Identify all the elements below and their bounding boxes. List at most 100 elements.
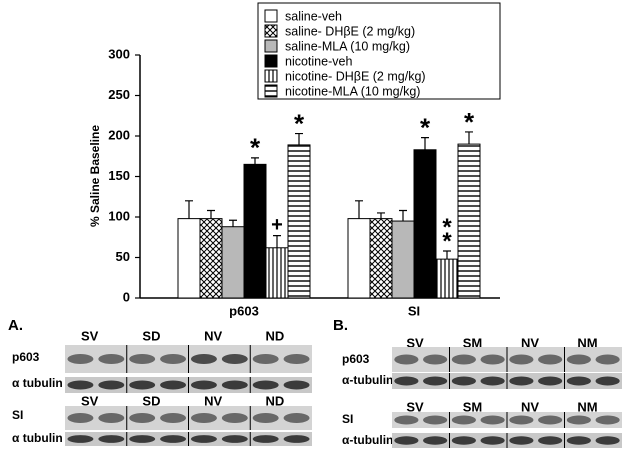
error-bar [421,137,429,150]
error-bar [207,209,215,219]
error-bar [355,200,363,219]
lane-label: NV [204,328,222,343]
lane-label: NV [521,335,539,350]
error-bar [251,157,259,165]
error-bar [273,235,281,248]
blot-band [509,415,534,425]
lane-label: SD [142,328,160,343]
blot-band [451,436,476,445]
significance-mark: * * [442,214,452,255]
blot-band [190,435,217,443]
bar [457,143,481,299]
legend-swatch [264,69,278,83]
blot-band [129,354,156,364]
blot-band [595,415,620,425]
legend-label: nicotine-MLA (10 mg/kg) [285,84,420,98]
legend-swatch [264,9,278,23]
y-tick-label: 200 [108,127,130,142]
blot-band [480,354,505,365]
lane-label: SM [463,335,483,350]
blot-band [221,354,248,364]
y-tick-label: 50 [116,249,130,264]
blot-band [98,380,125,390]
blot-band [283,380,310,390]
bar [177,218,201,299]
blot-band [480,376,505,386]
blot-band [566,354,591,365]
lane-label: NV [521,399,539,414]
blot-band [394,354,419,365]
blot-band [98,354,125,364]
lane-label: SV [406,335,424,350]
blot-band [221,413,248,423]
significance-mark: * [294,108,305,138]
blot-band [423,354,448,365]
bar [199,218,223,299]
y-tick-label: 150 [108,168,130,183]
lane-label: SD [142,393,160,408]
blot-band [423,436,448,445]
panel-label: B. [333,317,348,334]
error-bar [443,250,451,260]
blot-band [283,413,310,423]
blot-band [566,415,591,425]
blot-band [160,413,187,423]
blot-band [252,413,279,423]
error-bar [229,219,237,227]
significance-mark: * [420,112,431,142]
significance-mark: * [464,107,475,137]
significance-mark: + [271,214,283,236]
blot-band [451,415,476,425]
blot-band [595,436,620,445]
blot-band [190,380,217,390]
blot-band [160,354,187,364]
band-label: SI [12,408,23,422]
x-tick-label: SI [408,303,420,318]
blot-band [538,436,563,445]
lane-label: SM [463,399,483,414]
blot-band [394,415,419,425]
bar [265,247,289,299]
lane-label: NM [577,399,597,414]
error-bar [295,132,303,145]
lane-label: NM [577,335,597,350]
blot-band [394,376,419,386]
lane-label: SV [81,328,99,343]
blot-band [67,435,94,443]
blot-band [252,354,279,364]
band-label: SI [342,412,353,426]
lane-label: ND [266,393,285,408]
blot-band [283,354,310,364]
legend-swatch [264,84,278,98]
blot-band [190,354,217,364]
blot-band [221,435,248,443]
y-tick-label: 250 [108,87,130,102]
blot-band [129,413,156,423]
lane-label: SV [81,393,99,408]
blot-band [190,413,217,423]
blot-band [252,380,279,390]
blot-band [98,413,125,423]
legend-label: saline- DHβE (2 mg/kg) [285,24,415,38]
blot-band [67,354,94,364]
band-label: α-tubulin [342,433,393,447]
blot-band [423,376,448,386]
blot-band [538,354,563,365]
panel-label: A. [8,317,23,334]
blot-band [67,380,94,390]
legend-box [257,2,501,100]
blot-band [129,435,156,443]
blot-band [480,415,505,425]
blot-band [451,376,476,386]
y-tick-label: 300 [108,46,130,61]
blot-band [160,435,187,443]
blot-band [509,354,534,365]
blot-band [221,380,248,390]
blot-band [509,436,534,445]
blot-band [129,380,156,390]
band-label: p603 [12,350,40,364]
y-tick-label: 0 [123,289,130,304]
band-label: p603 [342,352,370,366]
band-label: α-tubulin [342,373,393,387]
